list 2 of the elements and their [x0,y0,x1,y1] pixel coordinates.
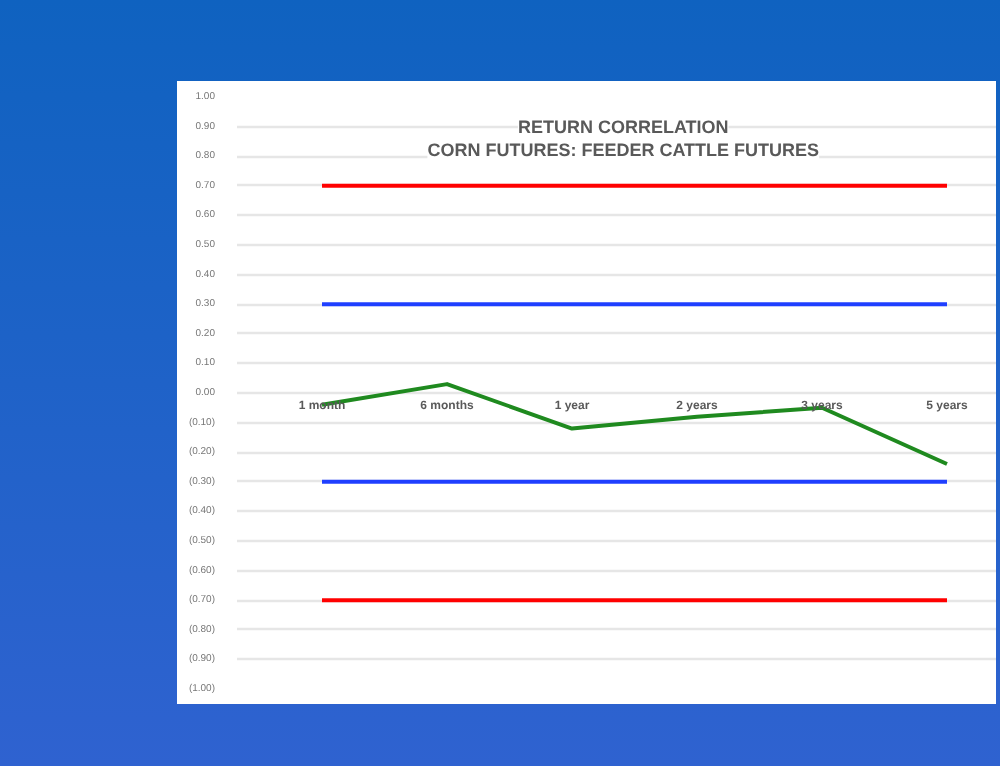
text: RETURN CORRELATION [517,116,729,137]
text: CORN FUTURES: FEEDER CATTLE FUTURES [427,140,820,161]
